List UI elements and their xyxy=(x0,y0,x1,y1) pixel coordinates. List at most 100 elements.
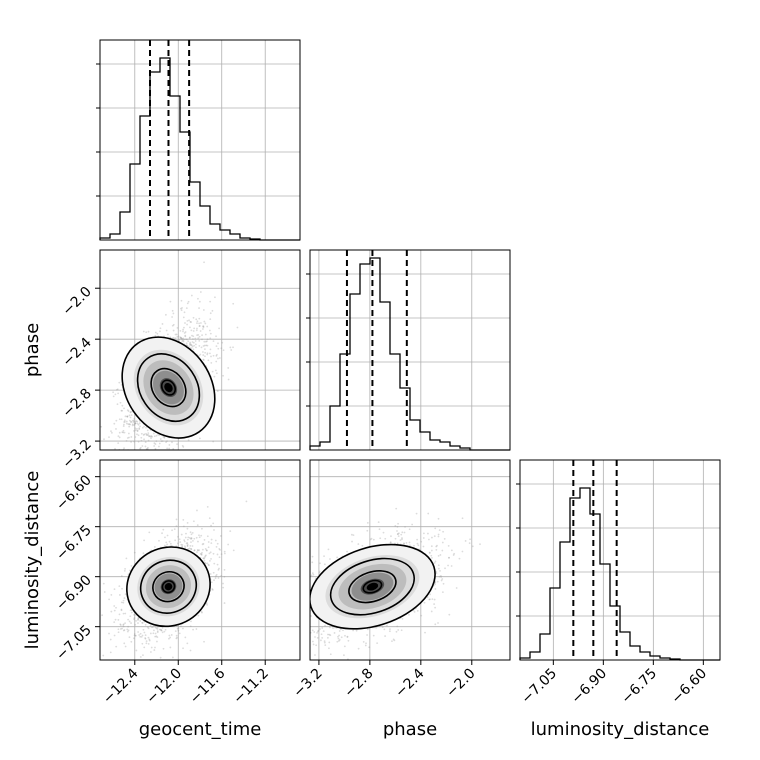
sample-point xyxy=(116,403,119,406)
sample-point xyxy=(123,642,126,645)
sample-point xyxy=(118,418,121,421)
sample-point xyxy=(129,416,132,419)
sample-point xyxy=(122,629,125,632)
sample-point xyxy=(209,318,212,320)
sample-point xyxy=(232,346,234,349)
sample-point xyxy=(116,388,119,391)
sample-point xyxy=(223,568,226,571)
sample-point xyxy=(125,422,128,425)
sample-point xyxy=(200,553,203,556)
sample-point xyxy=(181,338,184,340)
sample-point xyxy=(171,529,173,532)
sample-point xyxy=(230,349,233,351)
contour-line xyxy=(139,559,198,614)
sample-point xyxy=(223,575,226,578)
sample-point xyxy=(245,500,248,503)
sample-point xyxy=(366,521,369,524)
sample-point xyxy=(208,329,211,332)
sample-point xyxy=(150,435,153,437)
sample-point xyxy=(229,346,232,349)
sample-point xyxy=(166,534,169,537)
sample-point xyxy=(159,327,162,330)
sample-point xyxy=(134,429,137,432)
sample-point xyxy=(171,324,174,327)
sample-point xyxy=(212,354,215,357)
sample-point xyxy=(188,319,190,322)
sample-point xyxy=(202,345,205,347)
sample-point xyxy=(130,622,132,624)
sample-point xyxy=(329,558,331,560)
sample-point xyxy=(440,579,443,582)
sample-point xyxy=(389,628,391,631)
sample-point xyxy=(112,395,115,398)
sample-point xyxy=(434,560,437,563)
sample-point xyxy=(144,637,147,640)
sample-point xyxy=(200,322,202,324)
sample-point xyxy=(108,632,110,635)
sample-point xyxy=(187,536,190,539)
sample-point xyxy=(156,332,159,335)
sample-point xyxy=(190,344,193,347)
sample-point xyxy=(117,442,120,445)
panel-content xyxy=(100,500,248,659)
sample-point xyxy=(141,426,144,429)
sample-point xyxy=(203,320,206,323)
sample-point xyxy=(180,309,183,312)
sample-point xyxy=(197,540,199,543)
sample-point xyxy=(220,347,223,350)
sample-point xyxy=(320,633,323,636)
sample-point xyxy=(205,344,208,347)
sample-point xyxy=(109,651,112,654)
sample-point xyxy=(160,629,163,632)
sample-point xyxy=(122,625,125,628)
sample-point xyxy=(190,620,192,623)
sample-point xyxy=(139,456,141,458)
sample-point xyxy=(189,342,191,345)
sample-point xyxy=(213,529,215,531)
sample-point xyxy=(189,320,192,323)
sample-point xyxy=(191,345,194,348)
sample-point xyxy=(154,646,156,649)
panel-frame xyxy=(519,459,721,661)
sample-point xyxy=(189,649,192,652)
sample-point xyxy=(207,359,210,362)
sample-point xyxy=(150,626,153,629)
sample-point xyxy=(184,322,186,324)
sample-point xyxy=(191,545,194,547)
sample-point xyxy=(137,618,139,621)
sample-point xyxy=(398,532,400,535)
sample-point xyxy=(165,441,167,444)
sample-point xyxy=(153,453,155,455)
sample-point xyxy=(206,535,209,538)
sample-point xyxy=(119,624,122,626)
sample-point xyxy=(307,603,309,605)
sample-point xyxy=(118,594,121,596)
sample-point xyxy=(434,606,437,609)
sample-point xyxy=(323,640,326,643)
sample-point xyxy=(133,634,136,637)
sample-point xyxy=(437,564,440,567)
sample-point xyxy=(337,640,340,642)
sample-point xyxy=(142,330,145,333)
sample-point xyxy=(165,453,167,455)
sample-point xyxy=(212,440,215,443)
panel-frame xyxy=(99,249,301,451)
sample-point xyxy=(379,537,382,540)
sample-point xyxy=(133,617,136,619)
sample-point xyxy=(128,620,131,623)
sample-point xyxy=(403,542,406,545)
sample-point xyxy=(110,610,113,613)
sample-point xyxy=(113,605,116,607)
sample-point xyxy=(321,636,324,639)
sample-point xyxy=(126,415,129,418)
sample-point xyxy=(218,567,220,570)
sample-point xyxy=(420,540,423,543)
sample-point xyxy=(143,425,145,428)
sample-point xyxy=(428,552,431,554)
sample-point xyxy=(218,556,221,559)
sample-point xyxy=(199,291,202,293)
sample-point xyxy=(202,351,204,353)
sample-point xyxy=(144,634,147,637)
sample-point xyxy=(191,334,193,337)
sample-point xyxy=(183,311,186,314)
